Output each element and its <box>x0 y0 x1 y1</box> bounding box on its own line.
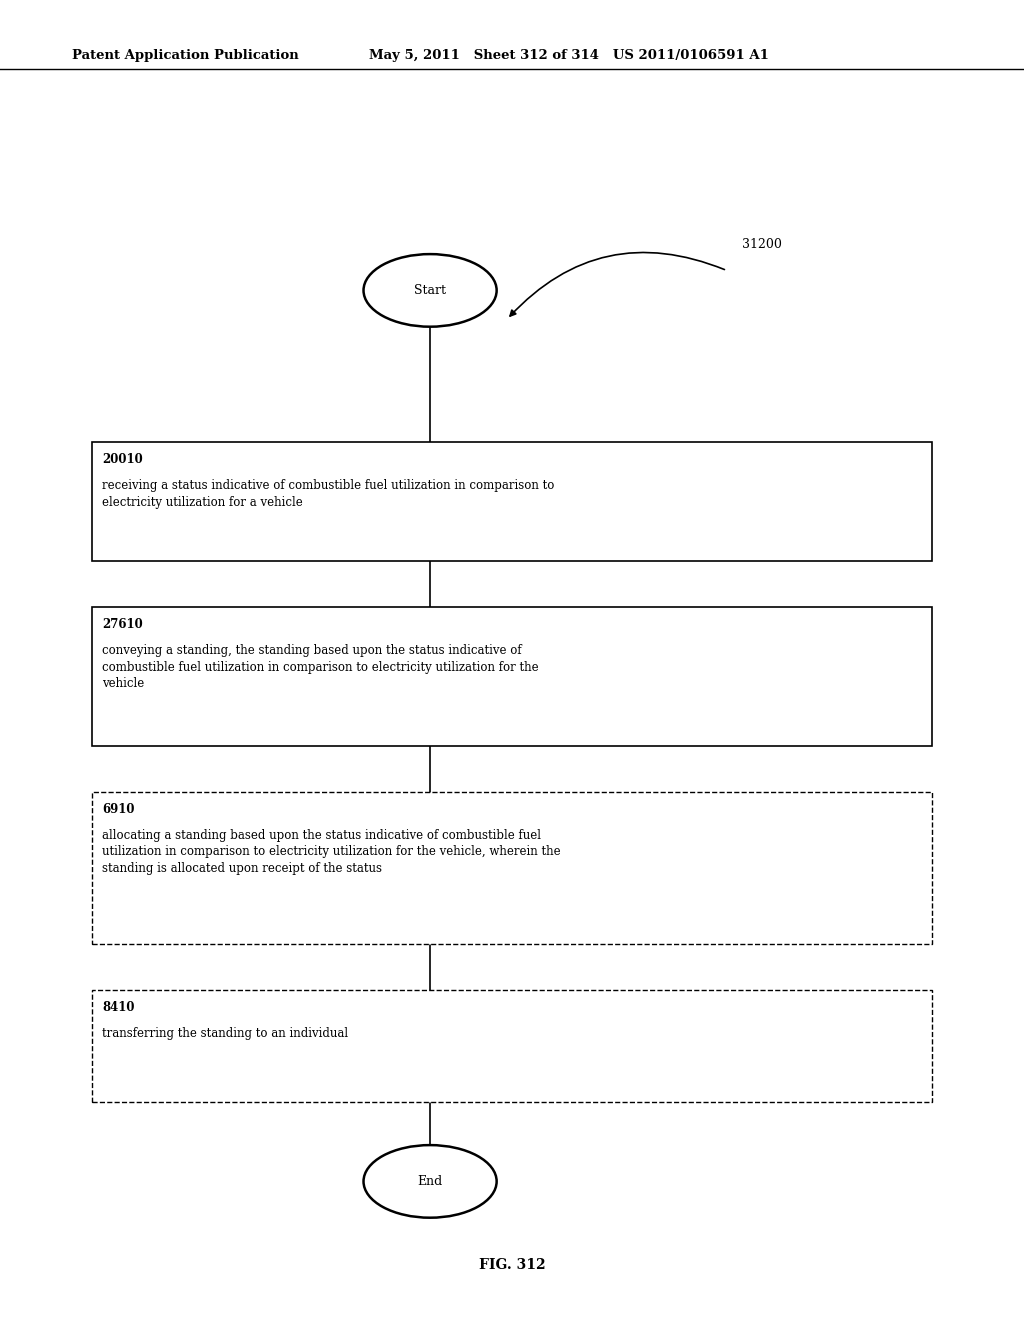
Text: End: End <box>418 1175 442 1188</box>
Text: May 5, 2011   Sheet 312 of 314   US 2011/0106591 A1: May 5, 2011 Sheet 312 of 314 US 2011/010… <box>369 49 769 62</box>
Text: conveying a standing, the standing based upon the status indicative of
combustib: conveying a standing, the standing based… <box>102 644 539 690</box>
Text: FIG. 312: FIG. 312 <box>478 1258 546 1271</box>
Text: transferring the standing to an individual: transferring the standing to an individu… <box>102 1027 348 1040</box>
Ellipse shape <box>364 1146 497 1217</box>
Text: Start: Start <box>414 284 446 297</box>
Ellipse shape <box>364 253 497 326</box>
Text: receiving a status indicative of combustible fuel utilization in comparison to
e: receiving a status indicative of combust… <box>102 479 555 508</box>
Text: 8410: 8410 <box>102 1001 135 1014</box>
Text: 20010: 20010 <box>102 453 143 466</box>
Bar <box>92 607 932 746</box>
Text: 31200: 31200 <box>742 238 782 251</box>
Text: allocating a standing based upon the status indicative of combustible fuel
utili: allocating a standing based upon the sta… <box>102 829 561 875</box>
Bar <box>92 792 932 944</box>
Text: 27610: 27610 <box>102 618 143 631</box>
Text: Patent Application Publication: Patent Application Publication <box>72 49 298 62</box>
Bar <box>92 990 932 1102</box>
Text: 6910: 6910 <box>102 803 135 816</box>
Bar <box>92 442 932 561</box>
